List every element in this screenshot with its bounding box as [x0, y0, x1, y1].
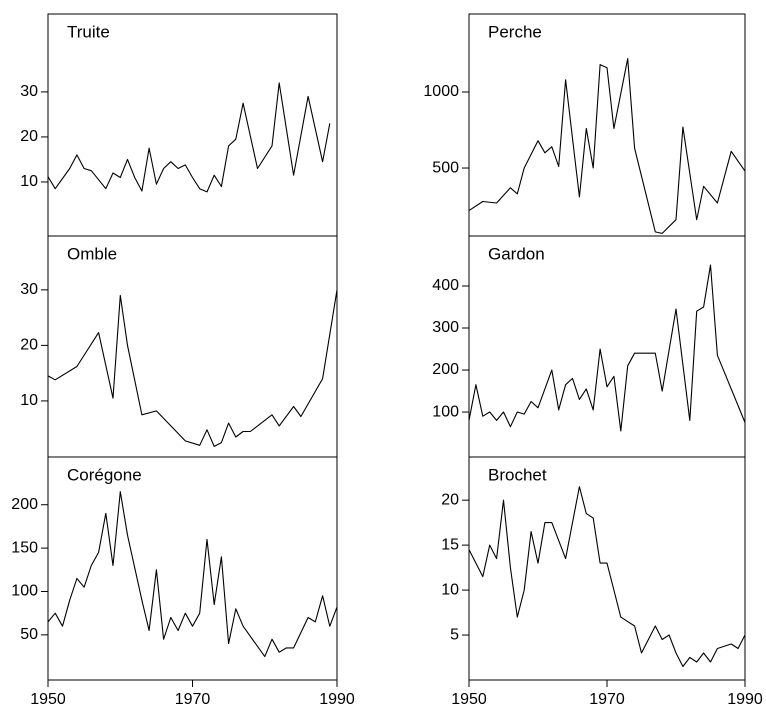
panel-frame: [468, 13, 746, 237]
y-tick-label: 30: [20, 83, 38, 100]
y-tick-label: 300: [432, 319, 459, 336]
y-tick-label: 15: [441, 536, 459, 553]
panel-frame: [47, 235, 338, 458]
y-tick-label: 30: [20, 281, 38, 298]
line-series: [47, 82, 331, 193]
line-series: [47, 289, 338, 447]
y-tick-label: 200: [432, 361, 459, 378]
y-tick-label: 10: [441, 581, 459, 598]
y-tick-label: 20: [20, 128, 38, 145]
panel-title: Corégone: [67, 465, 142, 484]
y-tick-label: 1000: [423, 83, 459, 100]
x-tick-label: 1970: [589, 691, 625, 708]
panel-title: Omble: [67, 244, 117, 263]
y-tick-label: 100: [11, 583, 38, 600]
y-tick-label: 20: [441, 491, 459, 508]
line-series: [468, 264, 746, 432]
x-tick-label: 1950: [30, 691, 66, 708]
y-tick-label: 10: [20, 392, 38, 409]
y-tick-label: 20: [20, 337, 38, 354]
x-tick-label: 1970: [175, 691, 211, 708]
panel-frame: [468, 235, 746, 458]
panel-title: Perche: [488, 22, 542, 41]
x-tick-label: 1950: [451, 691, 487, 708]
y-tick-label: 150: [11, 539, 38, 556]
y-tick-label: 200: [11, 496, 38, 513]
panel-title: Truite: [67, 22, 110, 41]
y-tick-label: 5: [450, 626, 459, 643]
y-tick-label: 50: [20, 626, 38, 643]
line-series: [468, 486, 746, 668]
panel-title: Gardon: [488, 244, 545, 263]
panel-frame: [47, 13, 338, 237]
line-series: [468, 58, 746, 234]
y-tick-label: 500: [432, 159, 459, 176]
x-tick-label: 1990: [727, 691, 763, 708]
x-tick-label: 1990: [319, 691, 355, 708]
line-series: [47, 491, 338, 658]
y-tick-label: 100: [432, 403, 459, 420]
y-tick-label: 10: [20, 173, 38, 190]
panel-title: Brochet: [488, 465, 547, 484]
y-tick-label: 400: [432, 277, 459, 294]
